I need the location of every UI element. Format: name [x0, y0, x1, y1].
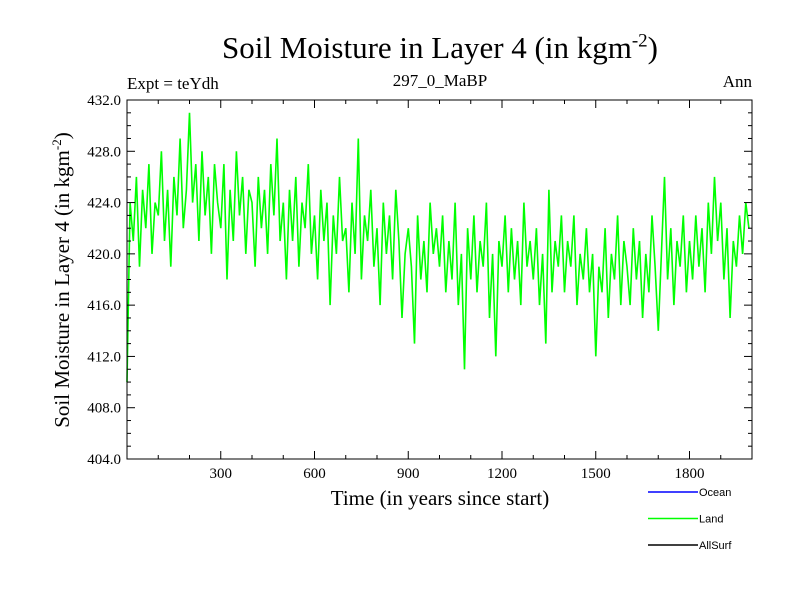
series-line-land [126, 112, 750, 383]
legend-label-allsurf: AllSurf [699, 540, 732, 552]
period-label: 297_0_MaBP [392, 71, 488, 90]
y-tick-label: 412.0 [87, 349, 121, 365]
y-tick-label: 408.0 [87, 401, 121, 417]
x-tick-label: 1200 [487, 466, 517, 482]
y-tick-label: 424.0 [87, 196, 121, 212]
season-label: Ann [722, 72, 752, 91]
y-tick-label: 428.0 [87, 144, 121, 160]
title-end: ) [647, 30, 658, 65]
title-superscript: -2 [631, 30, 648, 52]
y-tick-label: 404.0 [87, 452, 121, 468]
y-tick-label: 420.0 [87, 247, 121, 263]
x-axis-label: Time (in years since start) [330, 486, 550, 510]
title-text: Soil Moisture in Layer 4 (in kgm [222, 30, 632, 65]
y-tick-label: 432.0 [87, 93, 121, 109]
x-tick-label: 900 [397, 466, 420, 482]
plot-frame [126, 99, 753, 460]
x-tick-label: 600 [303, 466, 326, 482]
legend-label-ocean: Ocean [699, 487, 731, 499]
chart-title: Soil Moisture in Layer 4 (in kgm-2) [0, 30, 800, 66]
experiment-label: Expt = teYdh [127, 74, 219, 93]
legend-label-land: Land [699, 514, 723, 526]
y-tick-label: 416.0 [87, 298, 121, 314]
x-tick-label: 300 [210, 466, 233, 482]
x-tick-label: 1800 [675, 466, 705, 482]
x-tick-label: 1500 [581, 466, 611, 482]
